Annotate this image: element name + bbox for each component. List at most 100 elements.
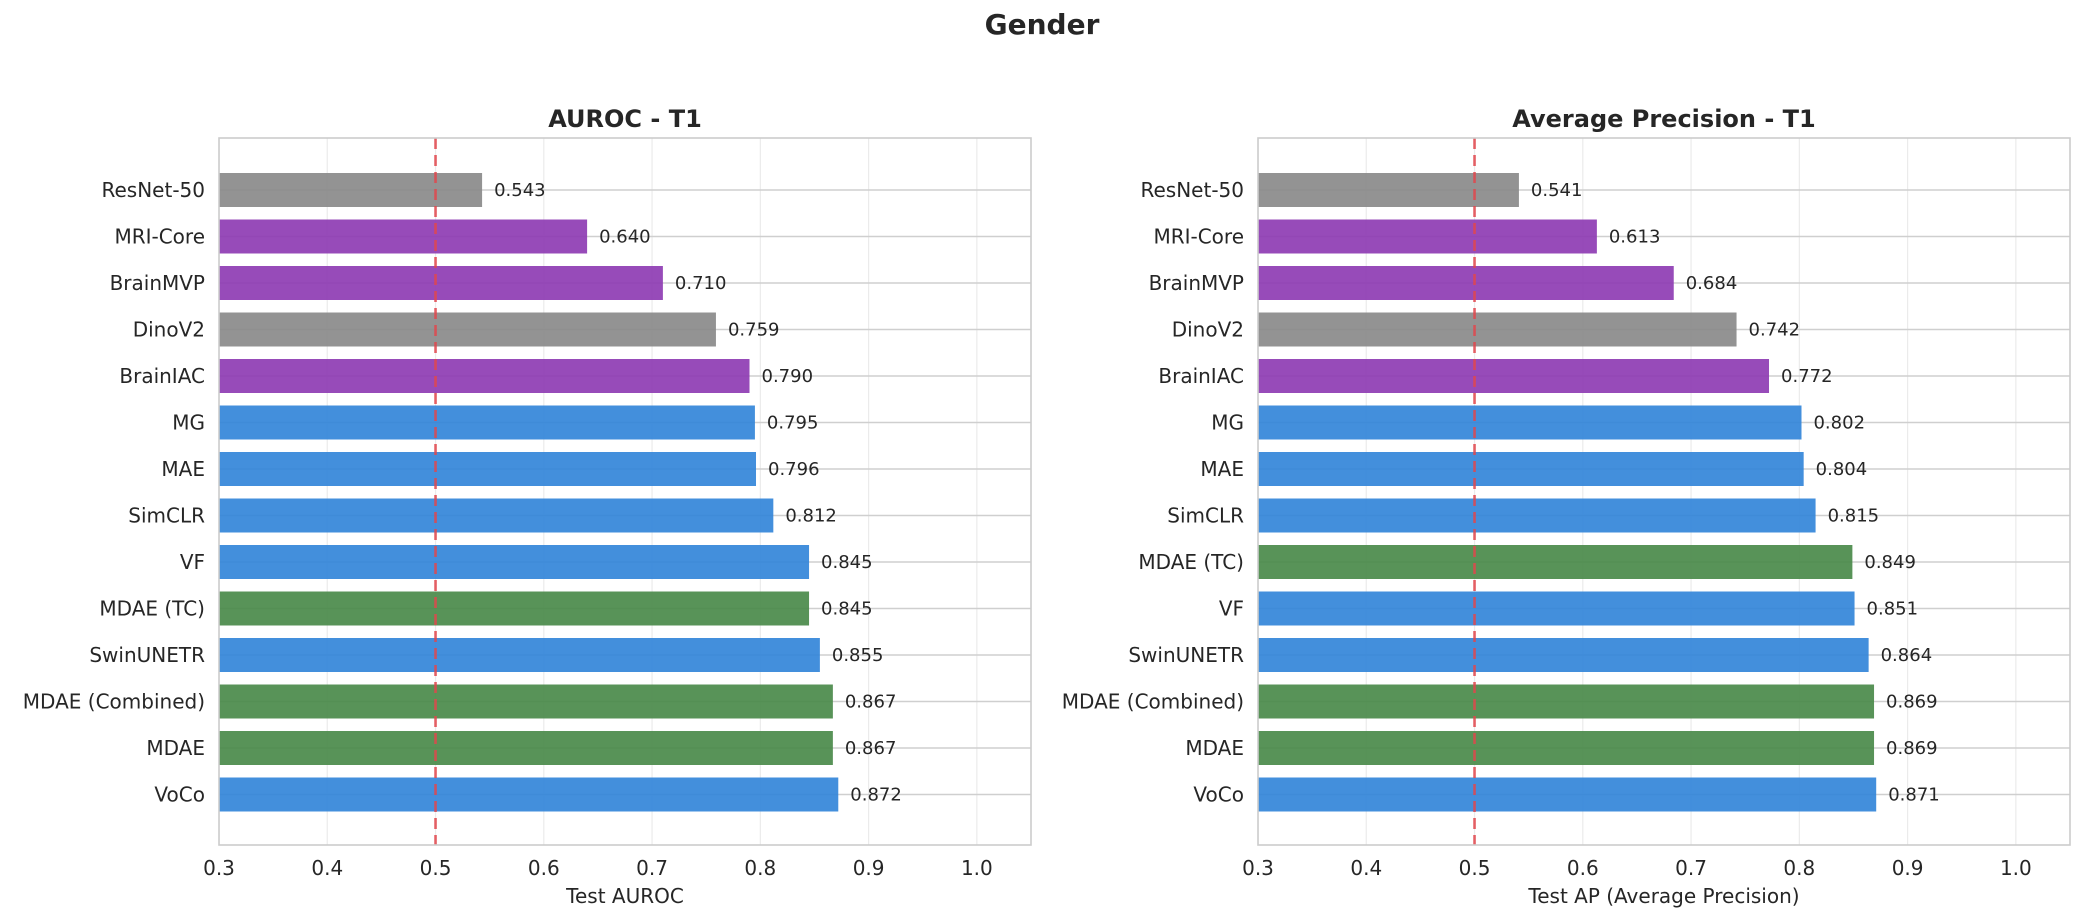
x-tick-label: 0.7 xyxy=(1675,856,1707,880)
x-tick-label: 0.6 xyxy=(528,856,560,880)
category-label: ResNet-50 xyxy=(1141,178,1245,202)
bar-value-label: 0.867 xyxy=(845,692,897,713)
category-label: MDAE xyxy=(146,736,205,760)
category-label: VF xyxy=(180,550,205,574)
bar xyxy=(1258,312,1737,347)
bar-value-label: 0.855 xyxy=(832,645,884,666)
bar xyxy=(219,219,588,254)
category-label: BrainMVP xyxy=(110,271,205,295)
bar-value-label: 0.543 xyxy=(494,180,546,201)
bar xyxy=(219,452,757,486)
bar-value-label: 0.541 xyxy=(1531,180,1583,201)
x-axis-label: Test AP (Average Precision) xyxy=(1527,884,1799,908)
category-label: VF xyxy=(1219,597,1244,621)
bar-value-label: 0.845 xyxy=(821,552,873,573)
bar-value-label: 0.849 xyxy=(1864,552,1916,573)
bar-value-label: 0.872 xyxy=(850,785,902,806)
x-tick-label: 0.4 xyxy=(1350,856,1382,880)
bar xyxy=(219,312,716,347)
category-label: SwinUNETR xyxy=(1128,643,1244,667)
category-label: ResNet-50 xyxy=(102,178,206,202)
bar xyxy=(219,498,774,533)
bar xyxy=(1258,266,1674,300)
category-label: BrainMVP xyxy=(1149,271,1244,295)
bar-value-label: 0.851 xyxy=(1867,599,1919,620)
category-label: SimCLR xyxy=(128,504,205,528)
category-label: MDAE (TC) xyxy=(99,597,205,621)
category-label: MAE xyxy=(161,457,205,481)
category-label: MDAE (Combined) xyxy=(1062,690,1244,714)
bar-value-label: 0.742 xyxy=(1749,320,1801,341)
bar xyxy=(1258,638,1869,672)
x-tick-label: 0.8 xyxy=(1783,856,1815,880)
category-label: MG xyxy=(1211,411,1244,435)
bar-value-label: 0.613 xyxy=(1609,227,1661,248)
bar-value-label: 0.759 xyxy=(728,320,780,341)
x-tick-label: 0.7 xyxy=(636,856,668,880)
bar xyxy=(219,731,833,765)
category-label: MRI-Core xyxy=(114,225,205,249)
bar xyxy=(219,405,755,440)
bar xyxy=(1258,405,1802,440)
x-tick-label: 0.9 xyxy=(853,856,885,880)
bar xyxy=(1258,498,1816,533)
bar xyxy=(1258,359,1770,393)
x-tick-label: 1.0 xyxy=(961,856,993,880)
figure-title: Gender xyxy=(984,8,1100,41)
bar-value-label: 0.815 xyxy=(1828,506,1880,527)
bar-value-label: 0.710 xyxy=(675,273,727,294)
plot-frame xyxy=(218,137,1032,846)
x-tick-label: 0.3 xyxy=(203,856,235,880)
category-label: BrainIAC xyxy=(119,364,205,388)
bar xyxy=(219,684,833,719)
bar-value-label: 0.869 xyxy=(1886,692,1938,713)
bar xyxy=(219,266,663,300)
bar xyxy=(219,591,810,626)
bar-value-label: 0.772 xyxy=(1781,366,1833,387)
category-label: VoCo xyxy=(154,783,205,807)
category-label: MAE xyxy=(1200,457,1244,481)
bar-value-label: 0.802 xyxy=(1813,413,1865,434)
category-label: DinoV2 xyxy=(133,318,205,342)
category-label: MRI-Core xyxy=(1153,225,1244,249)
category-label: SimCLR xyxy=(1167,504,1244,528)
bar xyxy=(1258,219,1597,254)
bar xyxy=(219,545,810,579)
category-label: SwinUNETR xyxy=(89,643,205,667)
bar xyxy=(1258,545,1853,579)
category-label: MG xyxy=(172,411,205,435)
bar xyxy=(219,359,750,393)
x-tick-label: 0.9 xyxy=(1892,856,1924,880)
category-label: DinoV2 xyxy=(1172,318,1244,342)
bar-value-label: 0.640 xyxy=(599,227,651,248)
x-tick-label: 0.5 xyxy=(1459,856,1491,880)
chart-panel-2: 0.541 ResNet-50 0.613 MRI-Core 0.684 BrainMVP… xyxy=(1062,105,2071,908)
bar-value-label: 0.795 xyxy=(767,413,819,434)
bar-value-label: 0.684 xyxy=(1686,273,1738,294)
panel-title: AUROC - T1 xyxy=(548,105,702,133)
bar-value-label: 0.796 xyxy=(768,459,820,480)
category-label: VoCo xyxy=(1193,783,1244,807)
bar xyxy=(1258,777,1877,812)
x-axis-label: Test AUROC xyxy=(565,884,684,908)
category-label: BrainIAC xyxy=(1158,364,1244,388)
bar xyxy=(1258,452,1804,486)
x-tick-label: 0.4 xyxy=(311,856,343,880)
bar-value-label: 0.869 xyxy=(1886,738,1938,759)
bar-value-label: 0.864 xyxy=(1881,645,1933,666)
x-tick-label: 0.3 xyxy=(1242,856,1274,880)
chart-panel-1: 0.543 ResNet-50 0.640 MRI-Core 0.710 BrainMVP… xyxy=(23,105,1032,908)
x-tick-label: 0.8 xyxy=(744,856,776,880)
bar xyxy=(219,638,820,672)
bar-value-label: 0.871 xyxy=(1888,785,1940,806)
category-label: MDAE (Combined) xyxy=(23,690,205,714)
category-label: MDAE xyxy=(1185,736,1244,760)
bar-value-label: 0.790 xyxy=(762,366,814,387)
x-tick-label: 1.0 xyxy=(2000,856,2032,880)
x-tick-label: 0.6 xyxy=(1567,856,1599,880)
bar xyxy=(1258,684,1875,719)
bar xyxy=(1258,173,1519,207)
x-tick-label: 0.5 xyxy=(420,856,452,880)
bar xyxy=(1258,731,1875,765)
